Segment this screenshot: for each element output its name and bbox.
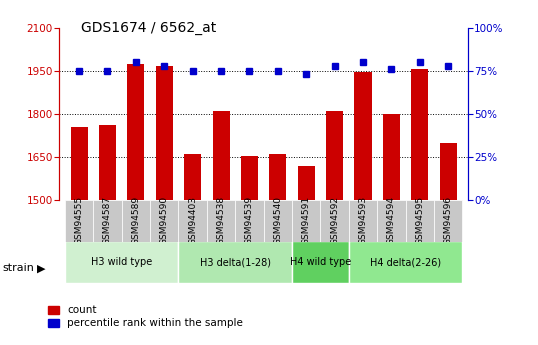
Text: GSM94589: GSM94589 [131, 196, 140, 245]
Text: ▶: ▶ [37, 264, 45, 273]
Bar [377, 200, 406, 242]
Text: GSM94540: GSM94540 [273, 196, 282, 245]
Text: GSM94590: GSM94590 [160, 196, 169, 245]
Bar [207, 200, 235, 242]
Bar [184, 154, 201, 200]
Bar [213, 111, 230, 200]
Bar [321, 200, 349, 242]
Text: GSM94592: GSM94592 [330, 196, 339, 245]
Bar [270, 154, 286, 200]
Bar [179, 200, 207, 242]
Bar [122, 200, 150, 242]
Bar [128, 63, 144, 200]
Bar [326, 111, 343, 200]
Bar [155, 66, 173, 200]
Text: H4 delta(2-26): H4 delta(2-26) [370, 257, 441, 267]
Bar [65, 241, 179, 283]
Bar [406, 200, 434, 242]
Text: GSM94595: GSM94595 [415, 196, 424, 245]
Bar [179, 241, 292, 283]
Text: GSM94555: GSM94555 [75, 196, 83, 245]
Bar [99, 125, 116, 200]
Text: GSM94587: GSM94587 [103, 196, 112, 245]
Bar [292, 241, 349, 283]
Text: GSM94539: GSM94539 [245, 196, 254, 245]
Bar [383, 114, 400, 200]
Bar [292, 200, 321, 242]
Bar [298, 166, 315, 200]
Bar [65, 200, 93, 242]
Text: H3 delta(1-28): H3 delta(1-28) [200, 257, 271, 267]
Text: GSM94591: GSM94591 [302, 196, 311, 245]
Bar [235, 200, 264, 242]
Text: GSM94593: GSM94593 [358, 196, 367, 245]
Bar [241, 156, 258, 200]
Text: H3 wild type: H3 wild type [91, 257, 152, 267]
Bar [93, 200, 122, 242]
Bar [150, 200, 179, 242]
Bar [264, 200, 292, 242]
Bar [355, 72, 372, 200]
Bar [434, 200, 462, 242]
Text: GSM94596: GSM94596 [444, 196, 452, 245]
Text: GDS1674 / 6562_at: GDS1674 / 6562_at [81, 21, 216, 35]
Bar [440, 142, 457, 200]
Text: GSM94403: GSM94403 [188, 196, 197, 245]
Text: H4 wild type: H4 wild type [290, 257, 351, 267]
Text: GSM94538: GSM94538 [216, 196, 225, 245]
Bar [411, 69, 428, 200]
Text: strain: strain [3, 264, 34, 273]
Legend: count, percentile rank within the sample: count, percentile rank within the sample [48, 305, 243, 328]
Bar [349, 200, 377, 242]
Text: GSM94594: GSM94594 [387, 196, 396, 245]
Bar [349, 241, 462, 283]
Bar [70, 127, 88, 200]
